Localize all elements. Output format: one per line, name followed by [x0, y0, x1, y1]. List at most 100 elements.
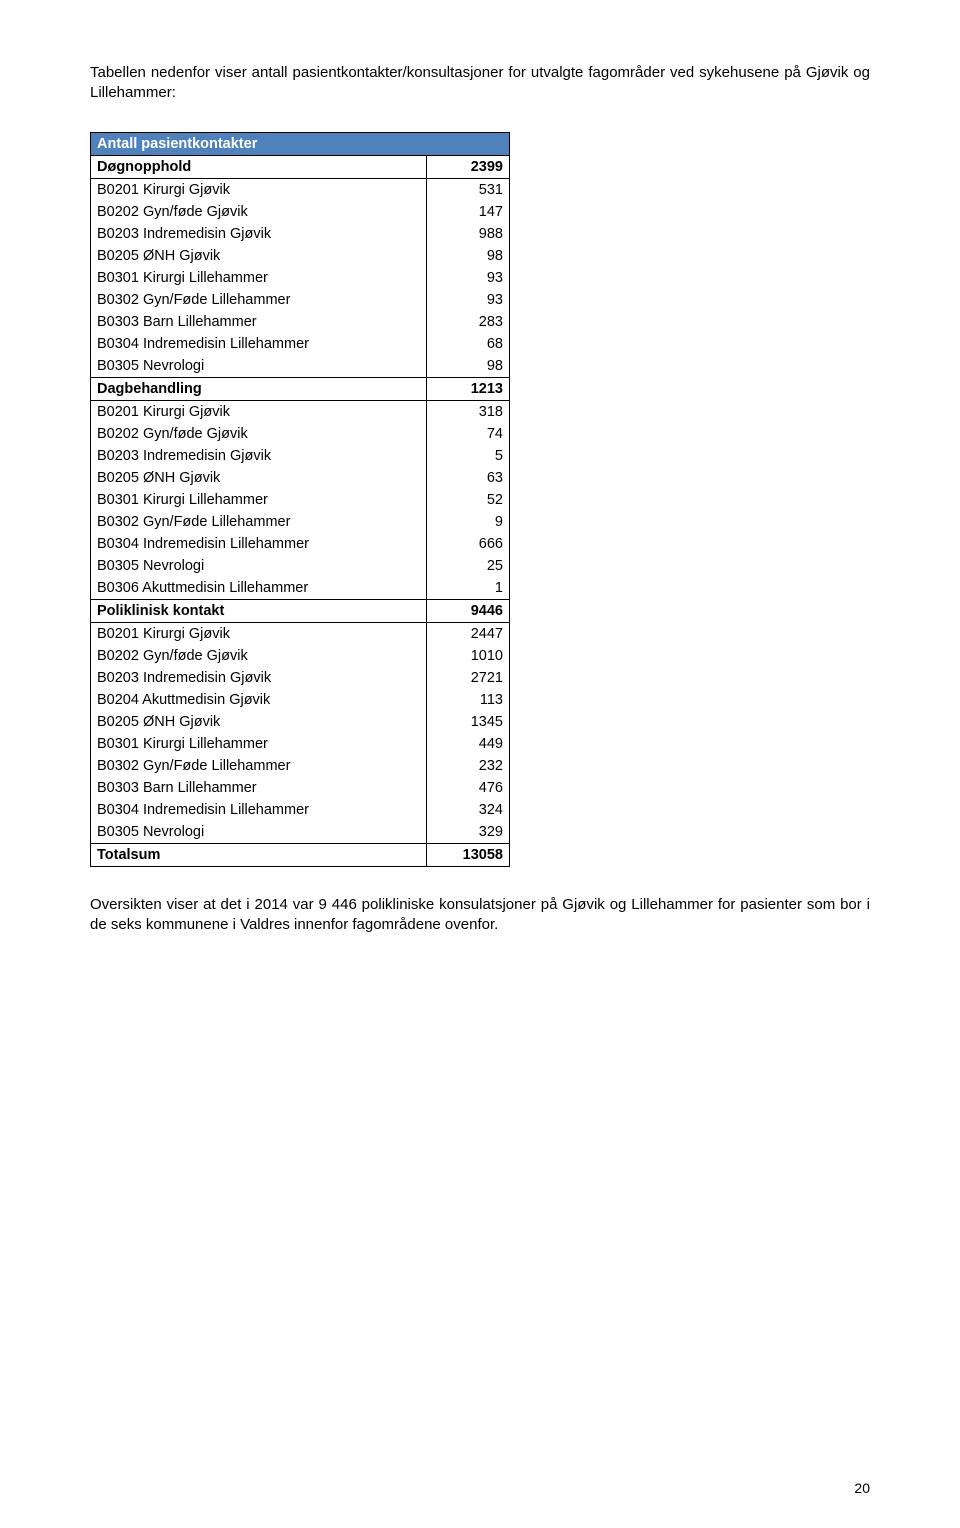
- table-row: B0202 Gyn/føde Gjøvik74: [91, 423, 510, 445]
- row-value: 476: [427, 777, 510, 799]
- table-row: B0305 Nevrologi329: [91, 821, 510, 844]
- row-label: B0302 Gyn/Føde Lillehammer: [91, 755, 427, 777]
- row-value: 68: [427, 333, 510, 355]
- row-value: 318: [427, 400, 510, 423]
- row-value: 1213: [427, 377, 510, 400]
- table-row: B0302 Gyn/Føde Lillehammer232: [91, 755, 510, 777]
- row-value: 988: [427, 223, 510, 245]
- row-value: 13058: [427, 843, 510, 866]
- row-label: B0304 Indremedisin Lillehammer: [91, 333, 427, 355]
- row-label: B0302 Gyn/Føde Lillehammer: [91, 289, 427, 311]
- table-row: Totalsum13058: [91, 843, 510, 866]
- row-value: 666: [427, 533, 510, 555]
- row-value: 147: [427, 201, 510, 223]
- row-label: B0201 Kirurgi Gjøvik: [91, 400, 427, 423]
- row-value: 9: [427, 511, 510, 533]
- row-value: 98: [427, 245, 510, 267]
- row-label: B0301 Kirurgi Lillehammer: [91, 267, 427, 289]
- row-value: 25: [427, 555, 510, 577]
- table-row: B0306 Akuttmedisin Lillehammer1: [91, 577, 510, 600]
- row-value: 2721: [427, 667, 510, 689]
- table-row: B0301 Kirurgi Lillehammer52: [91, 489, 510, 511]
- row-label: B0205 ØNH Gjøvik: [91, 711, 427, 733]
- row-value: 324: [427, 799, 510, 821]
- row-label: B0201 Kirurgi Gjøvik: [91, 622, 427, 645]
- row-value: 63: [427, 467, 510, 489]
- row-label: B0203 Indremedisin Gjøvik: [91, 223, 427, 245]
- table-header-row: Antall pasientkontakter: [91, 132, 510, 155]
- table-row: B0201 Kirurgi Gjøvik2447: [91, 622, 510, 645]
- table-row: B0305 Nevrologi25: [91, 555, 510, 577]
- row-value: 9446: [427, 599, 510, 622]
- row-label: B0303 Barn Lillehammer: [91, 777, 427, 799]
- row-label: B0204 Akuttmedisin Gjøvik: [91, 689, 427, 711]
- table-row: B0301 Kirurgi Lillehammer449: [91, 733, 510, 755]
- row-label: B0205 ØNH Gjøvik: [91, 245, 427, 267]
- row-value: 1010: [427, 645, 510, 667]
- table-row: B0303 Barn Lillehammer283: [91, 311, 510, 333]
- table-row: Døgnopphold2399: [91, 155, 510, 178]
- row-label: B0304 Indremedisin Lillehammer: [91, 533, 427, 555]
- outro-paragraph: Oversikten viser at det i 2014 var 9 446…: [90, 895, 870, 936]
- row-value: 2447: [427, 622, 510, 645]
- table-row: Poliklinisk kontakt9446: [91, 599, 510, 622]
- row-label: B0306 Akuttmedisin Lillehammer: [91, 577, 427, 600]
- row-label: B0304 Indremedisin Lillehammer: [91, 799, 427, 821]
- table-row: B0304 Indremedisin Lillehammer666: [91, 533, 510, 555]
- row-label: Dagbehandling: [91, 377, 427, 400]
- table-row: B0203 Indremedisin Gjøvik988: [91, 223, 510, 245]
- row-label: B0202 Gyn/føde Gjøvik: [91, 201, 427, 223]
- row-label: B0205 ØNH Gjøvik: [91, 467, 427, 489]
- table-header-label: Antall pasientkontakter: [91, 132, 510, 155]
- table-row: B0303 Barn Lillehammer476: [91, 777, 510, 799]
- row-value: 93: [427, 289, 510, 311]
- row-label: B0202 Gyn/føde Gjøvik: [91, 423, 427, 445]
- table-row: B0302 Gyn/Føde Lillehammer9: [91, 511, 510, 533]
- page-number: 20: [854, 1480, 870, 1496]
- row-value: 531: [427, 178, 510, 201]
- table-row: B0304 Indremedisin Lillehammer68: [91, 333, 510, 355]
- row-value: 2399: [427, 155, 510, 178]
- row-label: Totalsum: [91, 843, 427, 866]
- table-row: B0305 Nevrologi98: [91, 355, 510, 378]
- row-label: B0201 Kirurgi Gjøvik: [91, 178, 427, 201]
- row-label: B0301 Kirurgi Lillehammer: [91, 489, 427, 511]
- table-row: B0205 ØNH Gjøvik1345: [91, 711, 510, 733]
- table-row: B0201 Kirurgi Gjøvik531: [91, 178, 510, 201]
- document-page: Tabellen nedenfor viser antall pasientko…: [0, 0, 960, 1528]
- row-value: 52: [427, 489, 510, 511]
- row-label: B0305 Nevrologi: [91, 555, 427, 577]
- row-value: 1: [427, 577, 510, 600]
- row-value: 283: [427, 311, 510, 333]
- row-value: 1345: [427, 711, 510, 733]
- row-value: 329: [427, 821, 510, 844]
- table-row: B0204 Akuttmedisin Gjøvik113: [91, 689, 510, 711]
- row-value: 449: [427, 733, 510, 755]
- table-row: B0202 Gyn/føde Gjøvik1010: [91, 645, 510, 667]
- row-value: 5: [427, 445, 510, 467]
- table-row: B0205 ØNH Gjøvik63: [91, 467, 510, 489]
- table-row: B0203 Indremedisin Gjøvik5: [91, 445, 510, 467]
- row-label: B0303 Barn Lillehammer: [91, 311, 427, 333]
- row-label: B0305 Nevrologi: [91, 355, 427, 378]
- table-row: B0304 Indremedisin Lillehammer324: [91, 799, 510, 821]
- row-label: Poliklinisk kontakt: [91, 599, 427, 622]
- row-label: B0305 Nevrologi: [91, 821, 427, 844]
- row-value: 232: [427, 755, 510, 777]
- table-row: B0202 Gyn/føde Gjøvik147: [91, 201, 510, 223]
- row-value: 93: [427, 267, 510, 289]
- row-label: B0203 Indremedisin Gjøvik: [91, 445, 427, 467]
- row-label: B0202 Gyn/føde Gjøvik: [91, 645, 427, 667]
- row-label: B0203 Indremedisin Gjøvik: [91, 667, 427, 689]
- row-label: B0301 Kirurgi Lillehammer: [91, 733, 427, 755]
- patient-contacts-table: Antall pasientkontakterDøgnopphold2399B0…: [90, 132, 510, 867]
- row-label: B0302 Gyn/Føde Lillehammer: [91, 511, 427, 533]
- row-value: 113: [427, 689, 510, 711]
- table-row: Dagbehandling1213: [91, 377, 510, 400]
- table-row: B0301 Kirurgi Lillehammer93: [91, 267, 510, 289]
- intro-paragraph: Tabellen nedenfor viser antall pasientko…: [90, 63, 870, 104]
- table-row: B0205 ØNH Gjøvik98: [91, 245, 510, 267]
- row-value: 98: [427, 355, 510, 378]
- row-value: 74: [427, 423, 510, 445]
- table-row: B0201 Kirurgi Gjøvik318: [91, 400, 510, 423]
